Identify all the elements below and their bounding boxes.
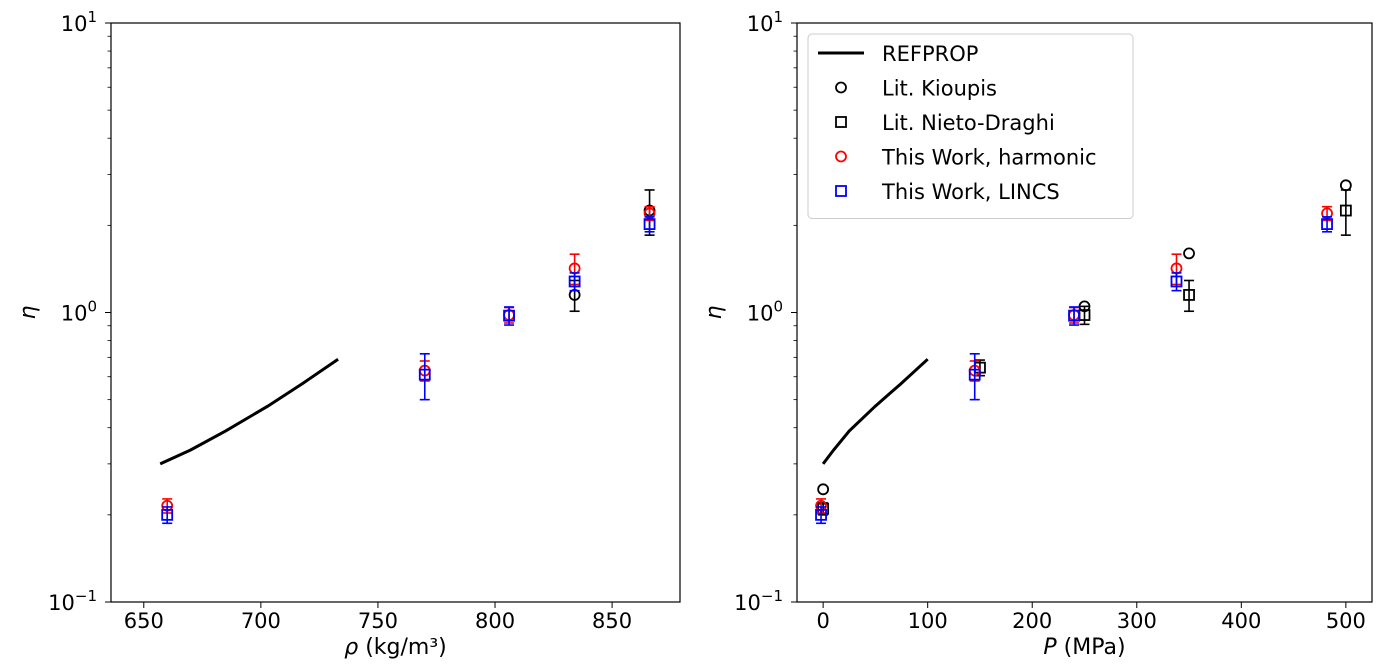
data-point [418,368,431,381]
series-line [159,357,339,466]
y-tick-label: 101 [747,8,783,36]
legend-label: Lit. Kioupis [882,77,997,101]
data-point [1068,309,1080,322]
series-this-work-lincs [161,216,656,525]
x-tick-label: 750 [358,609,398,633]
legend-label: This Work, LINCS [881,180,1060,204]
x-tick-label: 800 [475,609,515,633]
data-point [503,309,515,322]
legend-marker [835,185,847,197]
right-chart-panel: 0 100 200 300 400 500 10−1 100 101 P (MPa) η REFPRO… [702,8,1373,660]
x-tick-label: 200 [1012,609,1052,633]
left-chart-panel: 650 700 750 800 850 10−1 100 101 ρ (kg/m³) η [16,8,681,660]
legend-box [807,33,1134,219]
data-point [1183,289,1195,301]
legend-label: Lit. Nieto-Draghi [882,111,1055,135]
legend-label: REFPROP [882,42,978,66]
data-point [1170,275,1183,288]
x-tick-label: 100 [908,609,948,633]
x-tick-label: 300 [1117,609,1157,633]
data-point [643,218,656,231]
series-this-work-harmonic [161,205,656,514]
data-point [968,368,981,381]
series-lit-nieto-draghi [817,189,1352,516]
legend: REFPROP Lit. Kioupis Lit. Nieto-Draghi This… [807,33,1134,219]
legend-marker [835,116,847,128]
x-tick-label: 650 [124,609,164,633]
x-tick-label: 400 [1221,609,1261,633]
x-axis-label: P (MPa) [1043,635,1125,660]
series-this-work-lincs [815,216,1333,525]
series-lit-kioupis [817,179,1352,496]
y-axis-label: η [16,305,41,319]
data-point [1183,247,1195,260]
legend-marker [835,81,847,94]
series-refprop [159,357,339,466]
x-tick-label: 700 [241,609,281,633]
x-tick-label: 0 [816,609,829,633]
series-lit-kioupis [568,189,656,313]
data-point [568,275,581,288]
data-point [1339,179,1352,192]
y-tick-label: 101 [61,8,97,36]
data-point [1339,204,1352,217]
data-point [815,508,827,521]
legend-label: This Work, harmonic [881,146,1097,170]
y-axis-label: η [702,305,727,319]
series-refprop [821,358,929,465]
data-point [161,508,174,521]
y-tick-label: 10−1 [48,587,97,615]
x-tick-label: 850 [592,609,632,633]
x-tick-label: 500 [1326,609,1366,633]
plot-frame [110,22,681,603]
x-axis-label: ρ (kg/m³) [344,635,447,660]
y-tick-label: 100 [61,298,97,326]
data-point [817,483,830,496]
series-this-work-harmonic [815,205,1333,514]
data-point [1321,218,1333,231]
series-line [821,358,929,465]
y-tick-label: 100 [747,298,783,326]
y-tick-label: 10−1 [734,587,783,615]
legend-marker [835,150,847,163]
